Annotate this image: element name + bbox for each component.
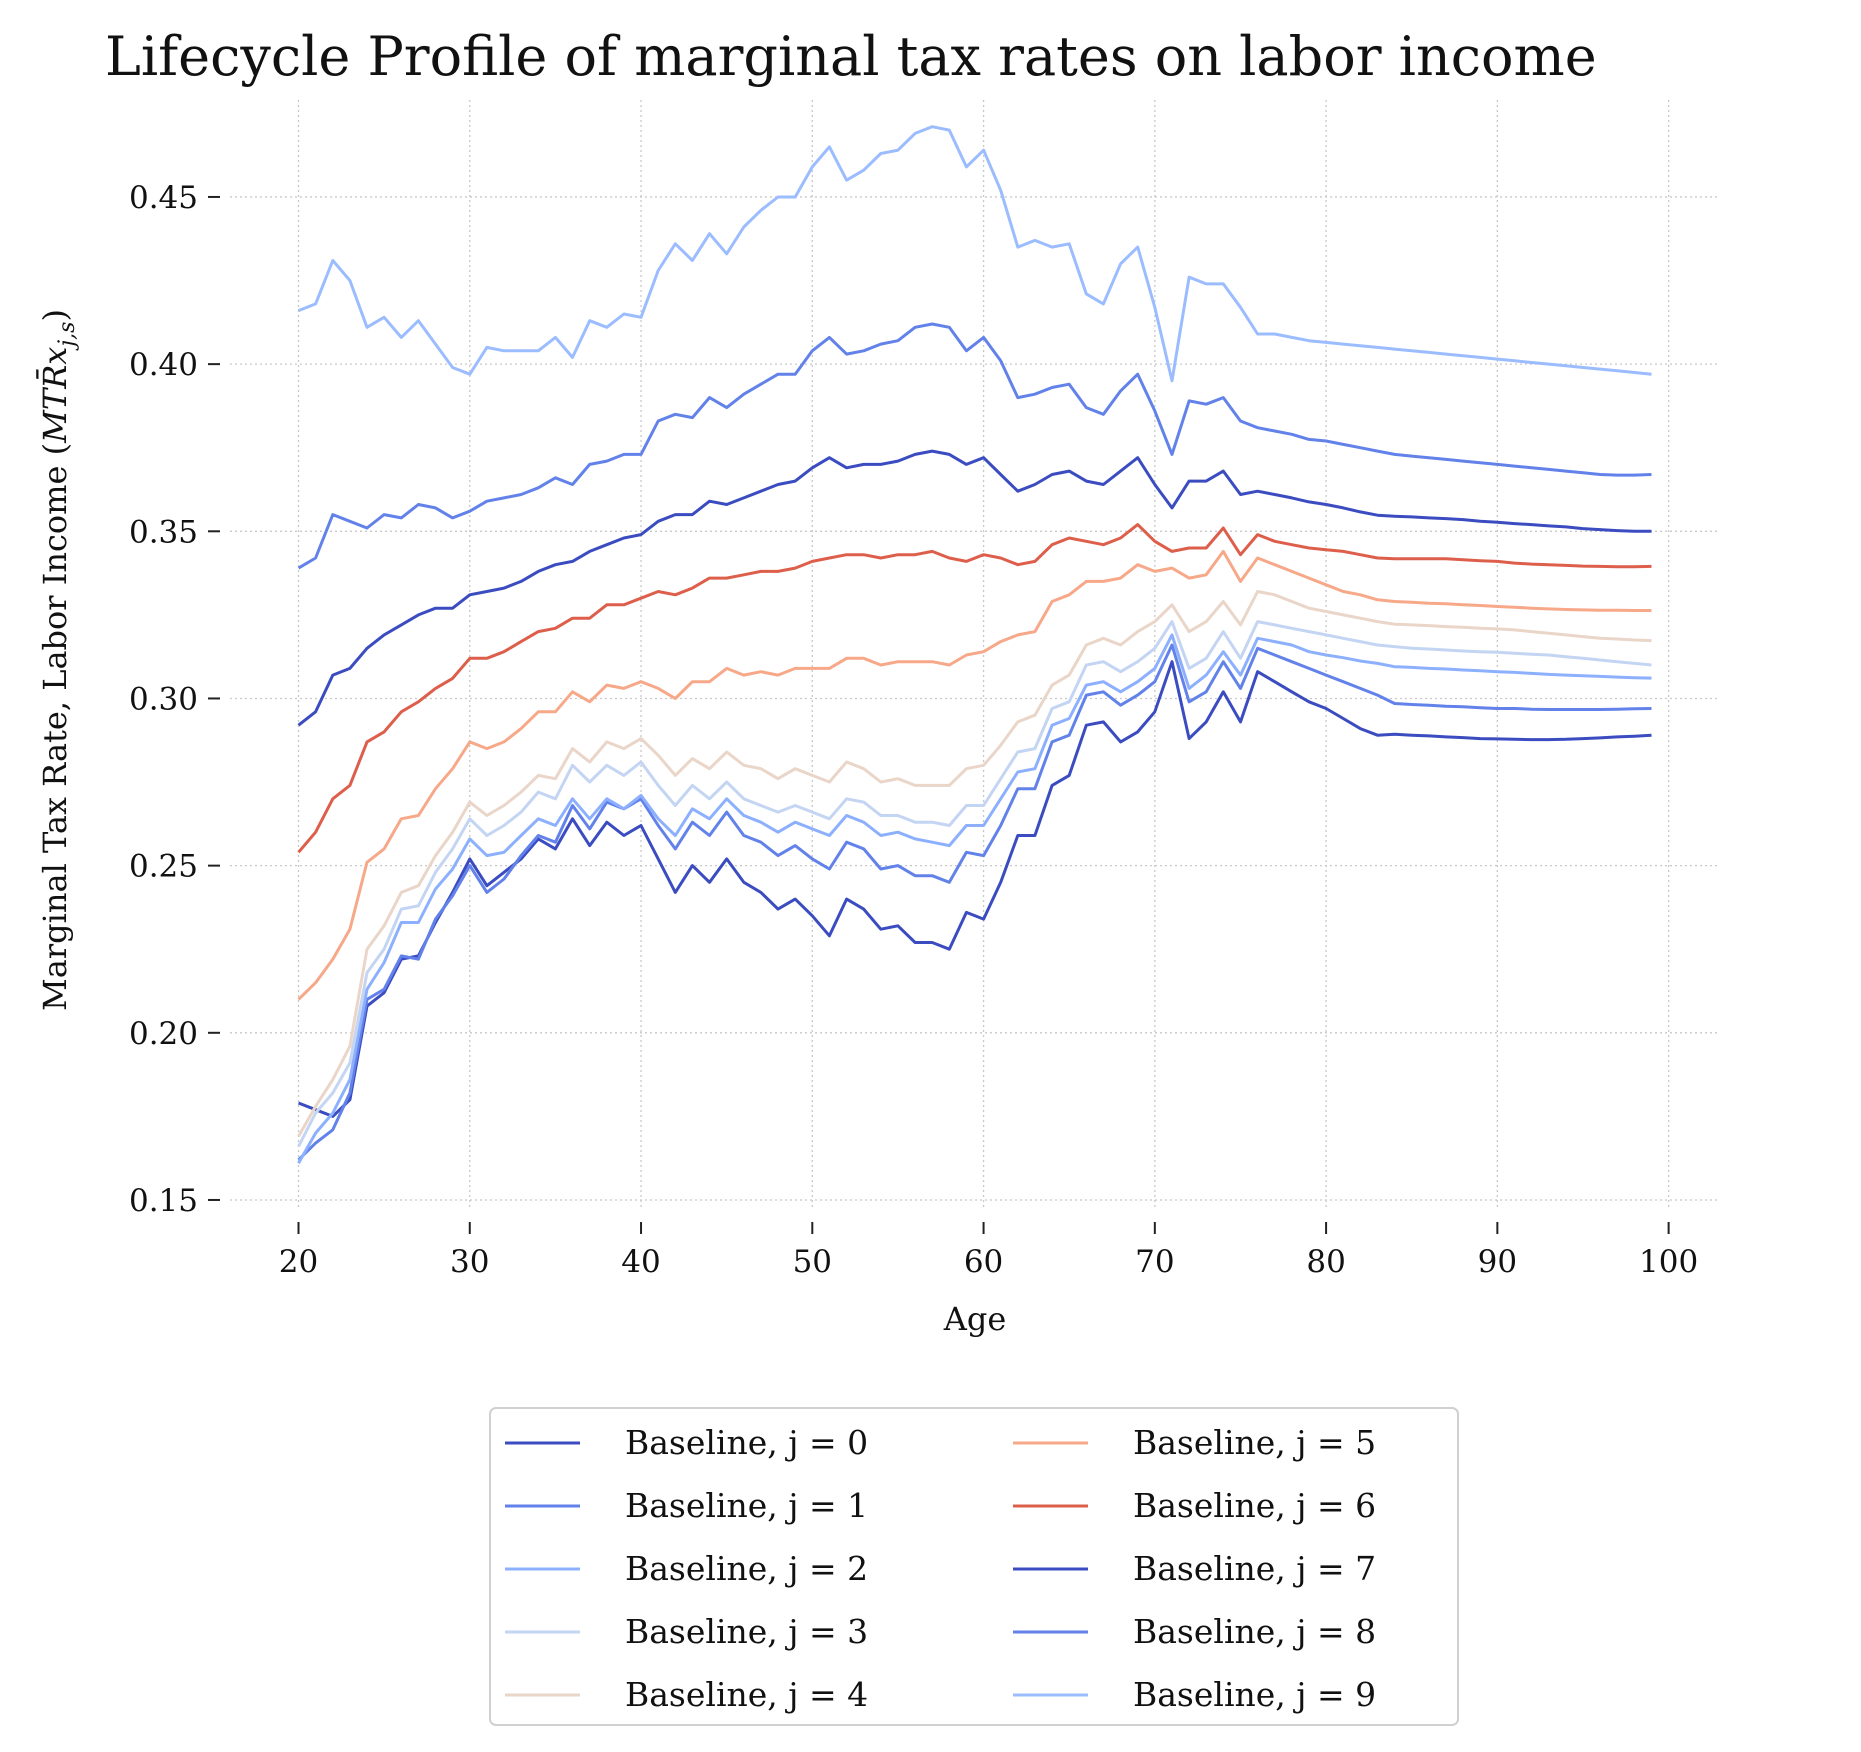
series-line-j8	[297, 322, 1652, 570]
y-tick-label: 0.35	[129, 514, 198, 550]
y-tick-label: 0.40	[129, 347, 198, 383]
legend-item-j4: Baseline, j = 4	[505, 1675, 868, 1714]
legend-label: Baseline, j = 1	[625, 1486, 868, 1525]
legend-item-j8: Baseline, j = 8	[1013, 1612, 1376, 1651]
legend-item-j1: Baseline, j = 1	[505, 1486, 868, 1525]
x-tick-label: 30	[450, 1244, 489, 1280]
legend-label: Baseline, j = 7	[1133, 1549, 1376, 1588]
y-tick-label: 0.45	[129, 180, 198, 216]
legend-label: Baseline, j = 3	[625, 1612, 868, 1651]
chart-title: Lifecycle Profile of marginal tax rates …	[105, 25, 1597, 88]
legend-item-j5: Baseline, j = 5	[1013, 1423, 1376, 1462]
series-line-j6	[297, 523, 1652, 854]
legend-label: Baseline, j = 0	[625, 1423, 868, 1462]
legend-item-j9: Baseline, j = 9	[1013, 1675, 1376, 1714]
legend-item-j0: Baseline, j = 0	[505, 1423, 868, 1462]
grid-lines	[230, 100, 1720, 1210]
x-tick-label: 60	[964, 1244, 1003, 1280]
legend-frame	[489, 1407, 1459, 1726]
series-line-j7	[297, 449, 1652, 727]
y-tick-label: 0.30	[129, 681, 198, 717]
x-tick-label: 20	[279, 1244, 318, 1280]
x-tick-label: 80	[1306, 1244, 1345, 1280]
series-lines	[297, 125, 1652, 1164]
x-tick-label: 90	[1478, 1244, 1517, 1280]
legend-label: Baseline, j = 5	[1133, 1423, 1376, 1462]
series-line-j3	[297, 620, 1652, 1148]
y-tick-label: 0.25	[129, 849, 198, 885]
legend-item-j3: Baseline, j = 3	[505, 1612, 868, 1651]
x-tick-label: 40	[621, 1244, 660, 1280]
x-axis: 20 30 40 50 60 70 80 90 100	[279, 1222, 1698, 1280]
legend-label: Baseline, j = 6	[1133, 1486, 1376, 1525]
series-line-j5	[297, 549, 1652, 1001]
y-tick-label: 0.20	[129, 1016, 198, 1052]
legend-item-j6: Baseline, j = 6	[1013, 1486, 1376, 1525]
legend-label: Baseline, j = 9	[1133, 1675, 1376, 1714]
series-line-j2	[297, 633, 1652, 1164]
series-line-j1	[297, 643, 1652, 1161]
legend-label: Baseline, j = 8	[1133, 1612, 1376, 1651]
x-axis-label: Age	[943, 1300, 1007, 1338]
y-tick-label: 0.15	[129, 1183, 198, 1219]
series-line-j4	[297, 590, 1652, 1138]
x-tick-label: 50	[793, 1244, 832, 1280]
legend: Baseline, j = 0 Baseline, j = 1 Baseline, …	[489, 1407, 1459, 1726]
y-axis: 0.15 0.20 0.25 0.30 0.35 0.40 0.45	[129, 180, 220, 1219]
legend-item-j2: Baseline, j = 2	[505, 1549, 868, 1588]
series-line-j0	[297, 660, 1652, 1118]
legend-label: Baseline, j = 4	[625, 1675, 868, 1714]
x-tick-label: 70	[1135, 1244, 1174, 1280]
legend-label: Baseline, j = 2	[625, 1549, 868, 1588]
y-axis-label: Marginal Tax Rate, Labor Income (MTR̄xj,…	[36, 309, 80, 1011]
series-line-j9	[297, 125, 1652, 383]
legend-item-j7: Baseline, j = 7	[1013, 1549, 1376, 1588]
x-tick-label: 100	[1639, 1244, 1698, 1280]
